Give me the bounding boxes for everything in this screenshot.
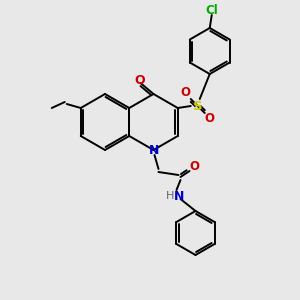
Text: S: S [193,100,202,112]
Text: N: N [174,190,185,202]
Text: O: O [205,112,215,125]
Text: O: O [190,160,200,172]
Text: Cl: Cl [206,4,218,17]
Text: O: O [134,74,145,88]
Text: O: O [181,86,191,100]
Text: N: N [149,145,160,158]
Text: H: H [166,191,175,201]
